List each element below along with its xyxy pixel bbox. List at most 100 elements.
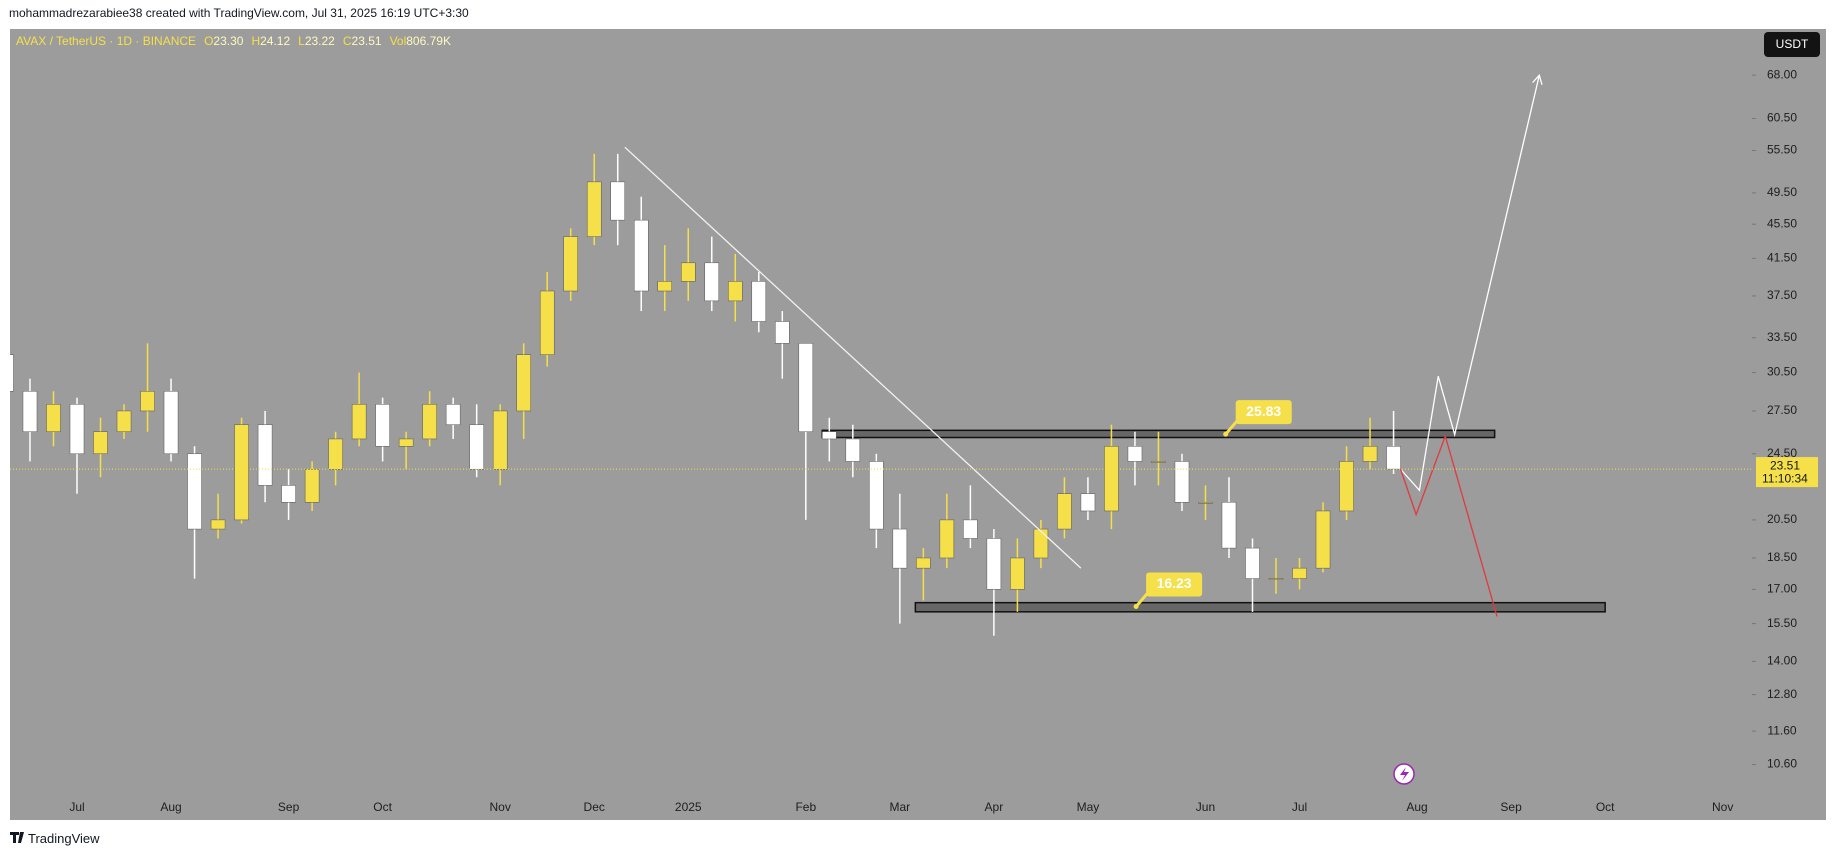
brand: TradingView xyxy=(28,831,100,846)
x-tick-label: Nov xyxy=(490,800,511,814)
y-tick-label: 11.60 xyxy=(1767,723,1796,737)
arrow-head xyxy=(1532,73,1543,85)
candle-body xyxy=(1104,446,1119,512)
y-tick-label: 14.00 xyxy=(1767,654,1797,668)
x-tick-label: Mar xyxy=(890,800,911,814)
x-tick-label: Jul xyxy=(69,800,84,814)
candle-body xyxy=(775,321,790,344)
legend-value: 23.51 xyxy=(351,34,382,48)
legend-value: 23.22 xyxy=(304,34,335,48)
candle-body xyxy=(728,281,743,302)
candle-body xyxy=(1057,493,1072,530)
x-tick-label: Dec xyxy=(584,800,605,814)
x-tick-label: Nov xyxy=(1712,800,1733,814)
candle-body xyxy=(234,424,249,521)
candle-body xyxy=(892,528,908,569)
candle-body xyxy=(187,453,202,530)
symbol-legend: AVAX / TetherUS · 1D · BINANCE O23.30 H24.… xyxy=(16,34,451,48)
candle-body xyxy=(1174,461,1190,503)
callout-box xyxy=(1146,572,1203,597)
y-tick-label: 33.50 xyxy=(1767,330,1797,344)
y-tick-label: 27.50 xyxy=(1767,403,1797,417)
candle-body xyxy=(328,438,343,470)
y-tick-label: 30.50 xyxy=(1767,365,1797,379)
candle-body xyxy=(939,519,955,559)
last-price-tag xyxy=(1756,457,1818,488)
candle-body xyxy=(492,410,508,470)
currency-button[interactable] xyxy=(1764,32,1820,57)
callout-anchor xyxy=(1133,604,1139,610)
x-tick-label: 2025 xyxy=(675,800,702,814)
candle-body xyxy=(1362,446,1378,462)
candle-body xyxy=(1198,501,1213,504)
y-tick-label: 20.50 xyxy=(1767,512,1797,526)
candle-body xyxy=(1080,493,1096,512)
y-tick-label: 60.50 xyxy=(1767,111,1797,125)
callout-pointer xyxy=(1134,591,1150,608)
x-tick-label: Feb xyxy=(795,800,816,814)
chart-background xyxy=(10,29,1826,820)
candle-body xyxy=(586,181,602,237)
y-tick-label: 15.50 xyxy=(1767,616,1797,630)
candle-body xyxy=(563,236,578,292)
candle-body xyxy=(963,519,978,539)
brand-logo xyxy=(10,832,24,843)
candle-body xyxy=(93,431,108,455)
candle-body xyxy=(163,391,179,455)
candle-body xyxy=(1386,446,1401,470)
y-tick-label: 68.00 xyxy=(1767,67,1797,81)
last-price-label: 23.51 xyxy=(1770,458,1800,472)
x-tick-label: Oct xyxy=(1596,800,1615,814)
legend-key: L xyxy=(298,34,305,48)
candle-body xyxy=(1127,446,1143,462)
drawn-line xyxy=(1399,433,1498,617)
y-tick-label: 17.00 xyxy=(1767,582,1797,596)
candle-body xyxy=(140,391,155,412)
y-tick-label: 45.50 xyxy=(1767,216,1797,230)
candle-body xyxy=(751,281,767,322)
candle-body xyxy=(1268,578,1284,580)
callout-pointer xyxy=(1224,419,1239,436)
legend-key: H xyxy=(251,34,261,48)
candle-body xyxy=(1245,547,1260,579)
x-tick-label: Oct xyxy=(373,800,392,814)
candle-body xyxy=(539,290,555,355)
candle-body xyxy=(845,438,861,462)
candle-body xyxy=(869,461,884,530)
candle-body xyxy=(10,354,14,392)
plot-area: 25.83 16.23 xyxy=(10,73,1606,636)
countdown-label: 11:10:34 xyxy=(1762,471,1808,485)
y-tick-label: 37.50 xyxy=(1767,288,1797,302)
callout-anchor xyxy=(1223,431,1229,437)
candle-body xyxy=(1033,528,1049,559)
y-tick-label: 18.50 xyxy=(1767,550,1797,564)
candle-body xyxy=(375,404,390,447)
y-tick-label: 55.50 xyxy=(1767,143,1797,157)
candle-body xyxy=(257,424,273,486)
candle-body xyxy=(704,262,720,302)
candle-body xyxy=(916,557,931,569)
candle-body xyxy=(1339,461,1354,512)
candle-body xyxy=(22,391,38,433)
candle-body xyxy=(281,485,296,503)
legend-key: O xyxy=(204,34,214,48)
currency-label: USDT xyxy=(1776,37,1809,51)
x-tick-label: Sep xyxy=(1500,800,1522,814)
attribution: mohammadrezarabiee38 created with Tradin… xyxy=(9,6,469,20)
candle-body xyxy=(116,410,132,433)
candle-body xyxy=(681,262,696,282)
candle-body xyxy=(422,404,437,440)
y-tick-label: 10.60 xyxy=(1767,757,1797,771)
level-label: 16.23 xyxy=(1157,575,1192,591)
candle-body xyxy=(516,354,531,412)
level-zone xyxy=(914,601,1606,613)
candle-body xyxy=(445,404,461,425)
legend-value: 23.30 xyxy=(213,34,244,48)
y-tick-label: 49.50 xyxy=(1767,185,1797,199)
candle-body xyxy=(798,343,814,433)
candle-body xyxy=(69,404,85,455)
candle-body xyxy=(469,424,484,470)
candle-body xyxy=(304,468,320,503)
